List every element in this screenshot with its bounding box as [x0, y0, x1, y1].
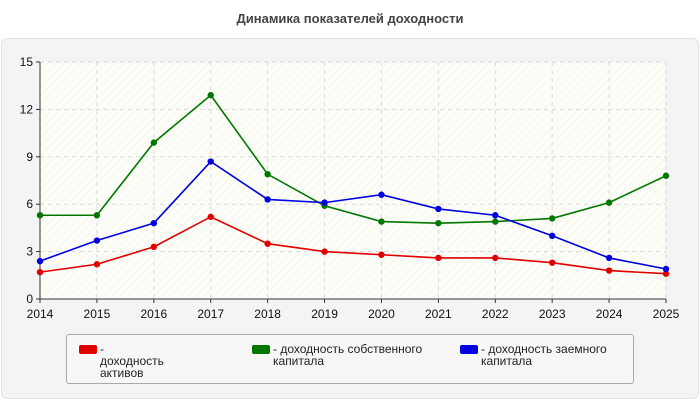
x-tick-label: 2023: [539, 307, 566, 321]
series-1-point: [36, 212, 44, 219]
series-0-point: [150, 243, 158, 251]
y-tick-label: 9: [26, 150, 33, 164]
y-tick-label: 6: [26, 197, 33, 211]
series-0-point: [321, 248, 328, 255]
series-0-point: [36, 268, 44, 276]
series-0-point: [548, 259, 556, 266]
series-2-point: [36, 257, 44, 265]
series-1-point: [264, 170, 271, 178]
series-1-point: [93, 212, 101, 219]
series-0-point: [378, 251, 385, 258]
series-1-point: [605, 199, 613, 206]
legend-swatch-assets: [79, 345, 97, 354]
x-tick-label: 2014: [27, 307, 54, 321]
series-1-point: [492, 218, 499, 225]
chart-title: Динамика показателей доходности: [236, 11, 464, 26]
series-0-point: [662, 270, 670, 277]
series-1-point: [150, 139, 158, 146]
series-2-point: [207, 158, 214, 165]
legend-label-equity: - доходность собственного капитала: [273, 342, 423, 368]
series-2-point: [264, 196, 271, 203]
x-tick-label: 2021: [425, 307, 452, 321]
x-tick-label: 2019: [311, 307, 338, 321]
series-0-point: [207, 213, 214, 221]
series-0-point: [435, 254, 442, 262]
series-0-point: [93, 261, 101, 268]
series-1-point: [548, 215, 556, 222]
series-2-point: [150, 219, 158, 227]
series-line-2: [39, 160, 667, 270]
series-line-0: [39, 215, 667, 275]
series-1-point: [662, 172, 670, 179]
series-2-point: [605, 254, 613, 262]
legend-swatch-debt: [460, 345, 478, 354]
series-1-point: [435, 219, 442, 227]
x-tick-label: 2016: [140, 307, 167, 321]
series-2-point: [548, 232, 556, 239]
legend: - доходность активов - доходность собств…: [66, 334, 634, 384]
series-1-point: [378, 218, 385, 225]
x-tick-label: 2017: [197, 307, 224, 321]
series-2-point: [435, 205, 442, 213]
plot-area: [40, 62, 666, 299]
series-2-point: [321, 199, 328, 206]
series-0-point: [492, 254, 499, 262]
x-tick-label: 2024: [596, 307, 623, 321]
y-tick-label: 3: [26, 245, 33, 259]
legend-label-assets: - доходность активов: [100, 342, 164, 380]
y-tick-label: 0: [26, 292, 33, 306]
series-2-point: [378, 191, 385, 198]
x-tick-label: 2015: [84, 307, 111, 321]
x-tick-label: 2022: [482, 307, 509, 321]
series-2-point: [93, 237, 101, 244]
series-1-point: [207, 91, 214, 99]
legend-swatch-equity: [252, 345, 270, 354]
series-0-point: [264, 240, 271, 247]
x-tick-label: 2025: [653, 307, 680, 321]
y-tick-label: 15: [20, 55, 34, 69]
series-2-point: [662, 265, 670, 273]
series-0-point: [605, 267, 613, 274]
y-tick-label: 12: [20, 102, 34, 116]
series-line-1: [40, 94, 667, 224]
x-tick-label: 2020: [368, 307, 395, 321]
x-tick-label: 2018: [254, 307, 281, 321]
series-2-point: [492, 212, 499, 219]
legend-label-debt: - доходность заемного капитала: [481, 342, 607, 368]
